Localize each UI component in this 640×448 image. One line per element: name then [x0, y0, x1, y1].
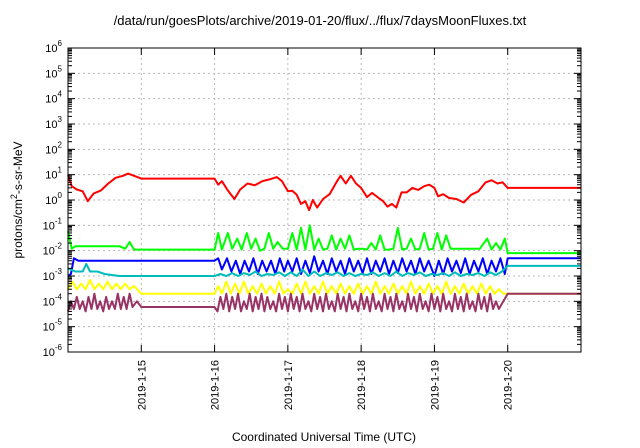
series-line-4 [67, 262, 581, 277]
y-tick-label-exponent: -2 [55, 242, 63, 251]
y-tick-label-base: 10 [43, 271, 55, 283]
series-line-1 [67, 172, 581, 212]
y-tick-label-exponent: 0 [58, 191, 63, 200]
y-tick-label: 105 [45, 64, 62, 80]
y-tick-label: 101 [45, 166, 62, 182]
series-line-5 [67, 278, 581, 295]
y-tick-label: 102 [45, 140, 62, 156]
y-tick-label-exponent: -4 [55, 292, 63, 301]
y-tick-label-base: 10 [45, 119, 57, 131]
y-tick-label: 10-5 [43, 318, 63, 334]
y-tick-label-exponent: -3 [55, 267, 63, 276]
x-axis-label: Coordinated Universal Time (UTC) [232, 430, 416, 444]
series-line-3 [67, 255, 581, 277]
y-tick-label-exponent: 3 [58, 115, 63, 124]
y-tick-label-base: 10 [45, 195, 57, 207]
y-axis-label-units: -s-sr-MeV [11, 141, 25, 194]
series-line-2 [67, 224, 581, 255]
y-tick-label-exponent: 1 [58, 166, 63, 175]
y-tick-label-base: 10 [45, 68, 57, 80]
y-tick-label-exponent: -5 [55, 318, 63, 327]
series-line-6 [67, 292, 581, 313]
y-tick-label: 106 [45, 39, 62, 55]
y-axis-label-main: protons/cm [11, 199, 25, 258]
series-group [67, 172, 581, 313]
x-tick-label: 2019-1-17 [283, 360, 295, 410]
x-tick-label: 2019-1-15 [136, 360, 148, 410]
x-tick-label: 2019-1-20 [503, 360, 515, 410]
y-tick-label: 10-6 [43, 343, 63, 359]
x-tick-label: 2019-1-19 [429, 360, 441, 410]
y-tick-label: 10-2 [43, 242, 63, 258]
y-tick-label-exponent: 4 [58, 90, 63, 99]
y-tick-label: 104 [45, 90, 62, 106]
y-tick-label-base: 10 [43, 246, 55, 258]
y-tick-label-exponent: -6 [55, 343, 63, 352]
y-tick-label: 103 [45, 115, 62, 131]
y-tick-label-base: 10 [43, 322, 55, 334]
y-tick-label-exponent: 5 [58, 64, 63, 73]
y-tick-label-base: 10 [45, 170, 57, 182]
y-axis-label: protons/cm2-s-sr-MeV [9, 141, 25, 258]
y-tick-label: 100 [45, 191, 62, 207]
y-tick-label-exponent: -1 [55, 216, 63, 225]
y-tick-label-exponent: 2 [58, 140, 63, 149]
y-tick-label-base: 10 [43, 347, 55, 359]
chart-title: /data/run/goesPlots/archive/2019-01-20/f… [114, 13, 527, 28]
y-tick-label-base: 10 [45, 144, 57, 156]
y-tick-label-base: 10 [43, 296, 55, 308]
y-tick-label: 10-1 [43, 216, 63, 232]
x-tick-label: 2019-1-16 [210, 360, 222, 410]
y-tick-label-base: 10 [45, 94, 57, 106]
y-tick-label-base: 10 [45, 43, 57, 55]
x-tick-label: 2019-1-18 [356, 360, 368, 410]
y-tick-label: 10-4 [43, 292, 63, 308]
y-tick-label-base: 10 [43, 220, 55, 232]
y-tick-label-exponent: 6 [58, 39, 63, 48]
y-axis-label-superscript: 2 [9, 194, 19, 199]
ticks: 10-610-510-410-310-210-11001011021031041… [43, 39, 581, 410]
y-tick-label: 10-3 [43, 267, 63, 283]
